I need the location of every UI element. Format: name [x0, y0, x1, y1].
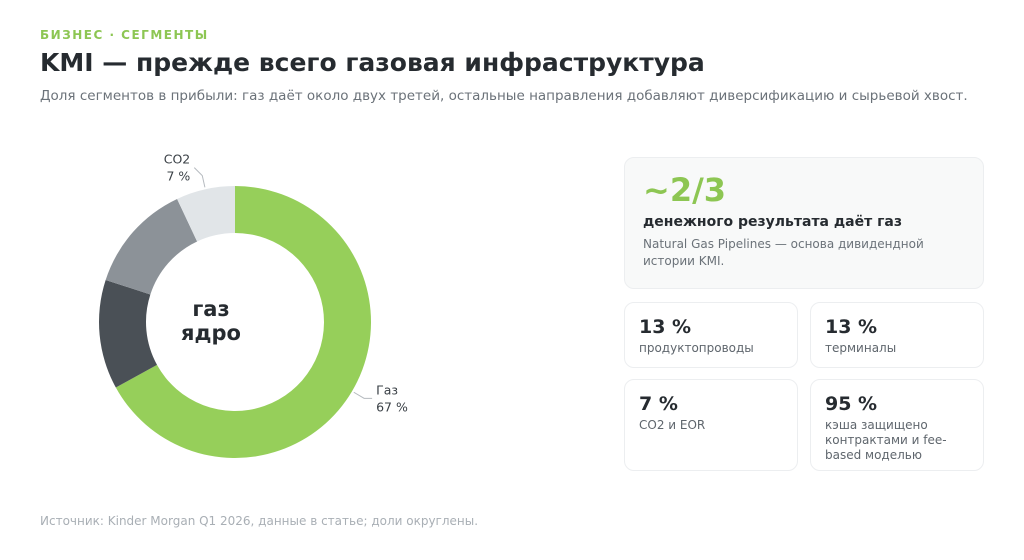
- segment-value: 67 %: [376, 399, 408, 414]
- stat-card: 7 % CO2 и EOR: [624, 379, 798, 471]
- segment-label: CO2: [164, 152, 191, 167]
- stat-value: 13 %: [825, 316, 878, 338]
- donut-segment: [115, 186, 371, 458]
- highlight-value: ~2/3: [643, 171, 727, 209]
- donut-segment: [105, 198, 198, 295]
- kicker: БИЗНЕС · СЕГМЕНТЫ: [40, 28, 209, 42]
- stat-card: 95 % кэша защищено контрактами и fee-base…: [810, 379, 984, 471]
- stat-label: CO2 и EOR: [639, 418, 706, 432]
- donut-segment: [177, 186, 235, 242]
- donut-segment: [99, 279, 158, 388]
- center-label: ядро: [181, 321, 241, 345]
- stat-value: 7 %: [639, 393, 678, 415]
- title: KMI — прежде всего газовая инфраструктур…: [40, 48, 705, 77]
- highlight-card: ~2/3 денежного результата даёт газ Natur…: [624, 157, 984, 289]
- stat-value: 95 %: [825, 393, 878, 415]
- center-label: газ: [192, 297, 229, 321]
- stat-label: продуктопроводы: [639, 341, 754, 355]
- segment-value: 7 %: [166, 169, 190, 184]
- stat-value: 13 %: [639, 316, 692, 338]
- source: Источник: Kinder Morgan Q1 2026, данные …: [40, 514, 479, 528]
- stat-label: терминалы: [825, 341, 897, 355]
- leader-line: [353, 391, 373, 399]
- highlight-text: Natural Gas Pipelines — основа дивидендн…: [643, 237, 924, 268]
- stat-card: 13 % терминалы: [810, 302, 984, 368]
- leader-line: [193, 167, 206, 188]
- stat-card: 13 % продуктопроводы: [624, 302, 798, 368]
- subtitle: Доля сегментов в прибыли: газ даёт около…: [40, 88, 968, 104]
- stat-label: кэша защищено контрактами и fee-based мо…: [825, 418, 947, 462]
- segment-label: Газ: [376, 382, 398, 397]
- highlight-heading: денежного результата даёт газ: [643, 214, 903, 230]
